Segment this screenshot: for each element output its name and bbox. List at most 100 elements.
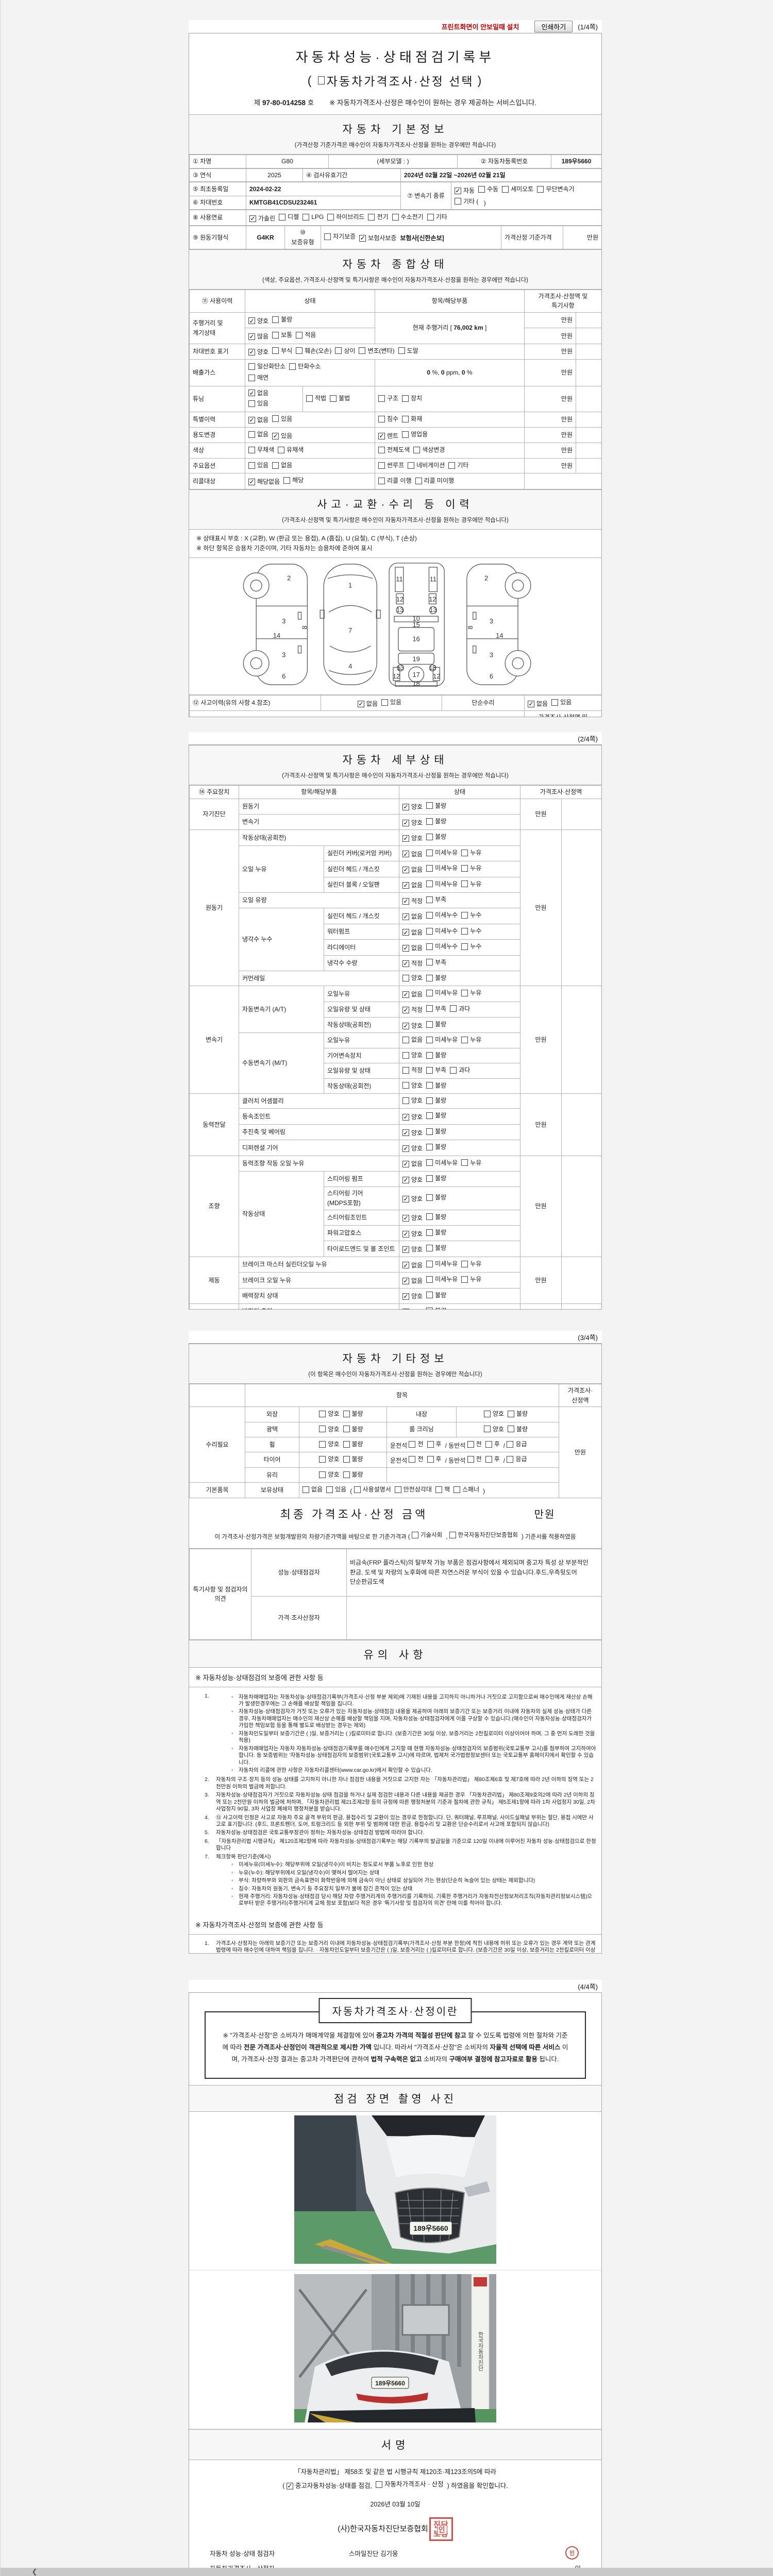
checkbox-checked[interactable]: ✓양호: [402, 1229, 423, 1239]
checkbox-unchecked[interactable]: 무단변속기: [537, 184, 575, 194]
checkbox-checked[interactable]: ✓ 렌트: [378, 431, 398, 441]
checkbox-unchecked[interactable]: 응급: [507, 1439, 527, 1449]
checkbox-unchecked[interactable]: 불량: [508, 1425, 528, 1434]
checkbox-unchecked[interactable]: 세미오토: [502, 184, 533, 194]
checkbox-checked[interactable]: ✓ 해당없음: [248, 477, 280, 487]
checkbox-unchecked[interactable]: 불량: [426, 801, 446, 811]
checkbox-unchecked[interactable]: 불량: [272, 315, 292, 325]
checkbox-unchecked[interactable]: 적법: [306, 394, 326, 403]
checkbox-unchecked[interactable]: 있음: [381, 698, 401, 707]
checkbox-unchecked[interactable]: 불량: [426, 1174, 446, 1183]
checkbox-unchecked[interactable]: 불량: [343, 1425, 363, 1434]
checkbox-checked[interactable]: ✓양호: [402, 1245, 423, 1255]
checkbox-unchecked[interactable]: 무채색: [248, 445, 274, 455]
checkbox-checked[interactable]: ✓ 없음: [402, 865, 423, 875]
scroll-left-icon[interactable]: ❮: [31, 2568, 38, 2575]
checkbox-unchecked[interactable]: 불량: [426, 817, 446, 826]
checkbox-unchecked[interactable]: 미세누유: [426, 988, 458, 998]
checkbox-unchecked[interactable]: 리콜 미이행: [415, 476, 454, 486]
checkbox-unchecked[interactable]: 불량: [426, 1096, 446, 1106]
checkbox-unchecked[interactable]: 부족: [426, 1004, 446, 1014]
checkbox-unchecked[interactable]: 불량: [426, 1111, 446, 1121]
checkbox-unchecked[interactable]: 수소전기: [392, 212, 424, 222]
checkbox-unchecked[interactable]: 누유: [461, 848, 481, 858]
checkbox-unchecked[interactable]: 미세누수: [426, 910, 458, 920]
checkbox-checked[interactable]: ✓ 없음: [357, 699, 378, 709]
checkbox-unchecked[interactable]: 있음: [248, 399, 268, 409]
checkbox-unchecked[interactable]: 양호: [483, 1409, 504, 1419]
checkbox-unchecked[interactable]: 있음: [248, 461, 268, 470]
checkbox-unchecked[interactable]: 미세누유: [426, 1158, 458, 1168]
checkbox-unchecked[interactable]: 불량: [343, 1409, 363, 1419]
checkbox-checked[interactable]: ✓양호: [248, 347, 268, 357]
checkbox-unchecked[interactable]: 미세누유: [426, 863, 458, 873]
checkbox-unchecked[interactable]: 자동차가격조사 · 산정: [376, 2479, 444, 2490]
checkbox-unchecked[interactable]: 과다: [450, 1065, 470, 1075]
checkbox-checked[interactable]: ✓양호: [402, 802, 423, 812]
checkbox-checked[interactable]: ✓양호: [248, 316, 268, 326]
checkbox-unchecked[interactable]: 일산화탄소: [248, 362, 285, 371]
checkbox-unchecked[interactable]: 수동: [478, 184, 498, 194]
checkbox-unchecked[interactable]: 양호: [319, 1409, 340, 1419]
checkbox-unchecked[interactable]: 부식: [272, 346, 292, 356]
checkbox-unchecked[interactable]: 불량: [426, 1081, 446, 1091]
checkbox-unchecked[interactable]: 불량: [426, 1228, 446, 1238]
checkbox-checked[interactable]: ✓양호: [402, 1128, 423, 1138]
checkbox-unchecked[interactable]: 사용설명서: [354, 1485, 391, 1495]
checkbox-unchecked[interactable]: 영업용: [402, 430, 428, 439]
checkbox-unchecked[interactable]: 스패너: [453, 1485, 479, 1495]
checkbox-checked[interactable]: ✓양호: [402, 834, 423, 843]
checkbox-unchecked[interactable]: 자기보증: [324, 232, 356, 242]
checkbox-unchecked[interactable]: 없음: [402, 1035, 423, 1045]
checkbox-unchecked[interactable]: 훼손(오손): [296, 346, 331, 356]
checkbox-unchecked[interactable]: 네비게이션: [408, 461, 445, 470]
checkbox-unchecked[interactable]: 불량: [426, 1243, 446, 1253]
checkbox-checked[interactable]: ✓ 있음: [272, 431, 292, 441]
checkbox-unchecked[interactable]: 불량: [426, 1020, 446, 1029]
checkbox-unchecked[interactable]: 부족: [426, 895, 446, 905]
checkbox-unchecked[interactable]: 양호: [483, 1425, 504, 1434]
checkbox-unchecked[interactable]: 침수: [378, 414, 398, 424]
checkbox-unchecked[interactable]: 불량: [343, 1439, 363, 1449]
checkbox-unchecked[interactable]: 적정: [402, 1065, 423, 1075]
checkbox-unchecked[interactable]: 누수: [461, 926, 481, 936]
checkbox-unchecked[interactable]: 불량: [426, 1193, 446, 1202]
checkbox-unchecked[interactable]: 기타: [427, 212, 447, 222]
checkbox-unchecked[interactable]: 전: [467, 1454, 482, 1464]
checkbox-unchecked[interactable]: 미세누유: [426, 848, 458, 858]
checkbox-checked[interactable]: ✓양호: [402, 1292, 423, 1301]
checkbox-unchecked[interactable]: 누유: [461, 1158, 481, 1168]
checkbox-unchecked[interactable]: 도말: [398, 346, 418, 356]
checkbox-unchecked[interactable]: 장치: [402, 394, 422, 403]
checkbox-unchecked[interactable]: 불량: [426, 973, 446, 983]
checkbox-unchecked[interactable]: 자동차가격조사·산정 선택: [317, 72, 474, 89]
checkbox-unchecked[interactable]: 불량: [343, 1454, 363, 1464]
checkbox-checked[interactable]: ✓ 보험사보증: [359, 233, 396, 243]
checkbox-checked[interactable]: ✓ 없음: [528, 699, 548, 709]
checkbox-unchecked[interactable]: 없음: [303, 1485, 323, 1495]
checkbox-unchecked[interactable]: 적음: [296, 330, 316, 340]
checkbox-checked[interactable]: ✓양호: [402, 1144, 423, 1154]
checkbox-unchecked[interactable]: 해당: [283, 476, 304, 485]
checkbox-unchecked[interactable]: 상이: [335, 346, 355, 356]
checkbox-unchecked[interactable]: 보통: [272, 330, 292, 340]
checkbox-unchecked[interactable]: 부족: [426, 958, 446, 968]
checkbox-unchecked[interactable]: 미세누유: [426, 1035, 458, 1045]
checkbox-checked[interactable]: ✓ 없음: [402, 928, 423, 938]
checkbox-unchecked[interactable]: 후: [485, 1439, 500, 1449]
checkbox-checked[interactable]: ✓양호: [402, 1175, 423, 1185]
checkbox-unchecked[interactable]: 잭: [435, 1485, 450, 1495]
checkbox-unchecked[interactable]: 불량: [426, 1142, 446, 1152]
checkbox-unchecked[interactable]: 양호: [319, 1470, 340, 1480]
checkbox-unchecked[interactable]: 응급: [507, 1454, 527, 1464]
checkbox-unchecked[interactable]: 부족: [426, 1065, 446, 1075]
checkbox-unchecked[interactable]: 있음: [551, 698, 572, 707]
checkbox-checked[interactable]: ✓양호: [402, 818, 423, 828]
checkbox-checked[interactable]: ✓ 적정: [402, 896, 423, 906]
checkbox-unchecked[interactable]: 불량: [426, 1212, 446, 1222]
checkbox-unchecked[interactable]: 구조: [378, 394, 398, 403]
checkbox-unchecked[interactable]: 불법: [330, 394, 350, 403]
checkbox-unchecked[interactable]: 전기: [368, 212, 389, 222]
checkbox-checked[interactable]: ✓ 없음: [248, 388, 268, 398]
checkbox-checked[interactable]: ✓ 적정: [402, 959, 423, 969]
